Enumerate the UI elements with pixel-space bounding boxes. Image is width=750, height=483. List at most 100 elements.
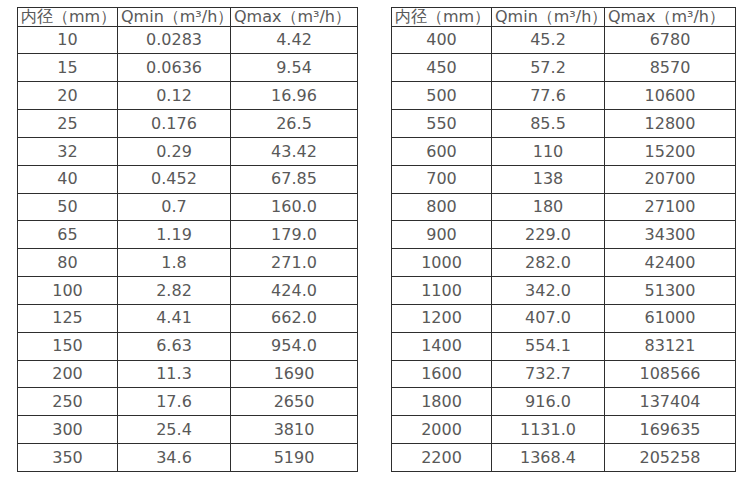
qmax-cell: 34300 xyxy=(605,221,736,249)
diameter-cell: 25 xyxy=(18,110,118,138)
diameter-cell: 50 xyxy=(18,193,118,221)
qmax-cell: 51300 xyxy=(605,277,736,305)
diameter-cell: 700 xyxy=(392,165,492,193)
qmin-cell: 0.29 xyxy=(118,137,231,165)
diameter-cell: 125 xyxy=(18,304,118,332)
qmin-cell: 1368.4 xyxy=(492,444,605,472)
qmin-cell: 85.5 xyxy=(492,110,605,138)
qmax-cell: 5190 xyxy=(231,444,358,472)
qmax-cell: 8570 xyxy=(605,54,736,82)
diameter-cell: 32 xyxy=(18,137,118,165)
qmin-cell: 0.0283 xyxy=(118,26,231,54)
qmin-cell: 916.0 xyxy=(492,388,605,416)
qmin-cell: 77.6 xyxy=(492,82,605,110)
qmin-cell: 229.0 xyxy=(492,221,605,249)
qmin-cell: 34.6 xyxy=(118,444,231,472)
qmax-cell: 43.42 xyxy=(231,137,358,165)
table-row: 40045.26780 xyxy=(392,26,736,54)
qmax-cell: 271.0 xyxy=(231,249,358,277)
table-row: 1400554.183121 xyxy=(392,332,736,360)
diameter-cell: 550 xyxy=(392,110,492,138)
table-row: 30025.43810 xyxy=(18,416,358,444)
diameter-cell: 15 xyxy=(18,54,118,82)
qmin-cell: 1131.0 xyxy=(492,416,605,444)
qmax-cell: 954.0 xyxy=(231,332,358,360)
column-header-diameter: 内径（mm） xyxy=(18,8,118,27)
qmin-cell: 407.0 xyxy=(492,304,605,332)
table-row: 1000282.042400 xyxy=(392,249,736,277)
table-row: 651.19179.0 xyxy=(18,221,358,249)
column-header-qmin: Qmin（m³/h） xyxy=(118,8,231,27)
qmin-cell: 1.19 xyxy=(118,221,231,249)
qmin-cell: 4.41 xyxy=(118,304,231,332)
qmin-cell: 732.7 xyxy=(492,360,605,388)
table-row: 25017.62650 xyxy=(18,388,358,416)
header-row: 内径（mm）Qmin（m³/h）Qmax（m³/h） xyxy=(392,8,736,27)
table-row: 70013820700 xyxy=(392,165,736,193)
qmax-cell: 137404 xyxy=(605,388,736,416)
qmax-cell: 27100 xyxy=(605,193,736,221)
diameter-cell: 200 xyxy=(18,360,118,388)
table-row: 45057.28570 xyxy=(392,54,736,82)
diameter-cell: 40 xyxy=(18,165,118,193)
table-row: 400.45267.85 xyxy=(18,165,358,193)
qmin-cell: 0.0636 xyxy=(118,54,231,82)
table-row: 200.1216.96 xyxy=(18,82,358,110)
qmax-cell: 42400 xyxy=(605,249,736,277)
table-row: 1254.41662.0 xyxy=(18,304,358,332)
qmin-cell: 138 xyxy=(492,165,605,193)
qmin-cell: 0.7 xyxy=(118,193,231,221)
qmin-cell: 0.12 xyxy=(118,82,231,110)
table-row: 1200407.061000 xyxy=(392,304,736,332)
qmax-cell: 20700 xyxy=(605,165,736,193)
diameter-cell: 80 xyxy=(18,249,118,277)
column-header-diameter: 内径（mm） xyxy=(392,8,492,27)
qmin-cell: 57.2 xyxy=(492,54,605,82)
qmax-cell: 160.0 xyxy=(231,193,358,221)
page: 内径（mm）Qmin（m³/h）Qmax（m³/h）100.02834.4215… xyxy=(0,0,750,483)
table-row: 20001131.0169635 xyxy=(392,416,736,444)
flow-table-left: 内径（mm）Qmin（m³/h）Qmax（m³/h）100.02834.4215… xyxy=(17,7,358,472)
diameter-cell: 900 xyxy=(392,221,492,249)
qmax-cell: 4.42 xyxy=(231,26,358,54)
qmax-cell: 61000 xyxy=(605,304,736,332)
diameter-cell: 250 xyxy=(18,388,118,416)
qmin-cell: 282.0 xyxy=(492,249,605,277)
qmax-cell: 424.0 xyxy=(231,277,358,305)
qmax-cell: 1690 xyxy=(231,360,358,388)
qmin-cell: 17.6 xyxy=(118,388,231,416)
qmin-cell: 0.452 xyxy=(118,165,231,193)
table-row: 250.17626.5 xyxy=(18,110,358,138)
table-row: 60011015200 xyxy=(392,137,736,165)
diameter-cell: 450 xyxy=(392,54,492,82)
diameter-cell: 800 xyxy=(392,193,492,221)
qmax-cell: 15200 xyxy=(605,137,736,165)
column-header-qmax: Qmax（m³/h） xyxy=(231,8,358,27)
qmin-cell: 110 xyxy=(492,137,605,165)
table-row: 50077.610600 xyxy=(392,82,736,110)
table-row: 22001368.4205258 xyxy=(392,444,736,472)
table-row: 55085.512800 xyxy=(392,110,736,138)
qmax-cell: 179.0 xyxy=(231,221,358,249)
table-row: 1800916.0137404 xyxy=(392,388,736,416)
qmax-cell: 662.0 xyxy=(231,304,358,332)
table-row: 500.7160.0 xyxy=(18,193,358,221)
diameter-cell: 100 xyxy=(18,277,118,305)
qmin-cell: 11.3 xyxy=(118,360,231,388)
diameter-cell: 1000 xyxy=(392,249,492,277)
qmin-cell: 180 xyxy=(492,193,605,221)
qmax-cell: 26.5 xyxy=(231,110,358,138)
table-row: 35034.65190 xyxy=(18,444,358,472)
diameter-cell: 10 xyxy=(18,26,118,54)
qmax-cell: 83121 xyxy=(605,332,736,360)
table-row: 150.06369.54 xyxy=(18,54,358,82)
qmin-cell: 342.0 xyxy=(492,277,605,305)
table-row: 1506.63954.0 xyxy=(18,332,358,360)
qmin-cell: 45.2 xyxy=(492,26,605,54)
qmax-cell: 3810 xyxy=(231,416,358,444)
table-row: 1100342.051300 xyxy=(392,277,736,305)
qmax-cell: 108566 xyxy=(605,360,736,388)
flow-table-right: 内径（mm）Qmin（m³/h）Qmax（m³/h）40045.26780450… xyxy=(391,7,736,472)
qmax-cell: 67.85 xyxy=(231,165,358,193)
table-row: 20011.31690 xyxy=(18,360,358,388)
